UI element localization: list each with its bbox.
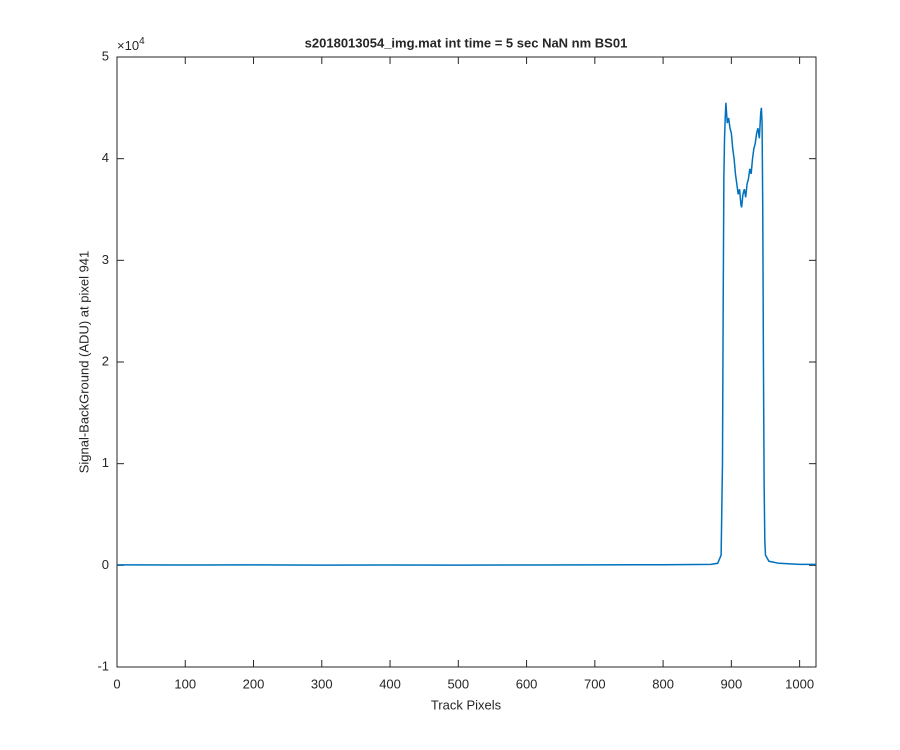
y-tick-label: 5 xyxy=(102,48,109,63)
axes-box xyxy=(116,56,817,668)
x-tick-label: 1000 xyxy=(785,676,814,691)
data-line xyxy=(117,102,816,566)
y-multiplier-exponent: 4 xyxy=(139,36,145,47)
y-tick-label: 2 xyxy=(102,353,109,368)
x-tick-label: 700 xyxy=(584,676,606,691)
y-axis-label: Signal-BackGround (ADU) at pixel 941 xyxy=(76,251,91,474)
y-tick-label: 3 xyxy=(102,252,109,267)
chart-title: s2018013054_img.mat int time = 5 sec NaN… xyxy=(305,35,628,50)
y-multiplier-base: ×10 xyxy=(117,38,139,53)
y-multiplier: ×104 xyxy=(117,36,145,54)
x-tick-label: 500 xyxy=(447,676,469,691)
y-tick-label: -1 xyxy=(97,658,109,673)
x-tick-label: 800 xyxy=(652,676,674,691)
x-tick-label: 300 xyxy=(311,676,333,691)
x-axis-label: Track Pixels xyxy=(431,697,502,712)
x-tick-label: 100 xyxy=(174,676,196,691)
y-tick-label: 1 xyxy=(102,455,109,470)
x-tick-label: 600 xyxy=(516,676,538,691)
x-tick-label: 900 xyxy=(721,676,743,691)
y-tick-label: 0 xyxy=(102,557,109,572)
x-tick-label: 200 xyxy=(243,676,265,691)
x-tick-label: 0 xyxy=(113,676,120,691)
y-tick-label: 4 xyxy=(102,150,109,165)
x-tick-label: 400 xyxy=(379,676,401,691)
